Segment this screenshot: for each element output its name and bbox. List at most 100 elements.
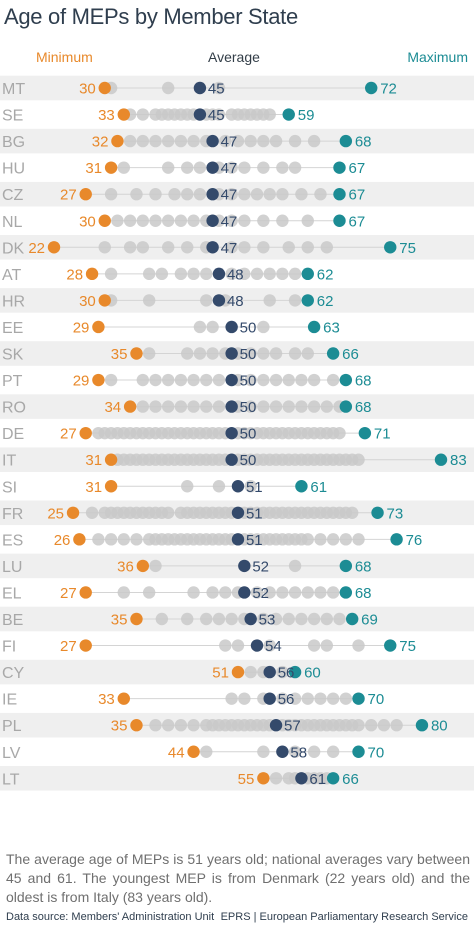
min-label: 27 <box>60 187 77 204</box>
member-dot <box>244 373 257 387</box>
max-dot <box>384 241 397 254</box>
chart-title: Age of MEPs by Member State <box>4 4 298 29</box>
member-dot <box>136 241 150 254</box>
country-label: SI <box>2 479 17 496</box>
member-dot <box>269 772 283 785</box>
member-dot <box>288 586 302 599</box>
member-dot <box>244 400 257 413</box>
country-label: LV <box>2 745 21 762</box>
row-band <box>0 766 474 791</box>
row-ie: IE 33 70 56 <box>2 691 384 709</box>
max-dot <box>358 426 372 440</box>
member-dot <box>142 267 156 281</box>
member-dot <box>276 188 289 201</box>
row-at: AT 28 62 48 <box>2 266 333 284</box>
member-dot <box>250 586 264 599</box>
max-dot <box>326 772 340 785</box>
max-dot <box>339 586 353 599</box>
member-dot <box>104 373 118 387</box>
member-dot <box>187 134 200 148</box>
min-label: 31 <box>85 160 102 177</box>
member-dot <box>225 214 238 227</box>
avg-label: 45 <box>208 107 225 124</box>
member-dot <box>212 612 226 626</box>
avg-label: 56 <box>278 665 295 682</box>
max-dot <box>365 81 378 95</box>
min-label: 29 <box>73 319 90 336</box>
member-dot <box>136 108 150 121</box>
avg-dot <box>269 719 283 732</box>
member-dot <box>326 533 340 546</box>
member-dot <box>257 745 270 758</box>
max-label: 69 <box>361 612 378 629</box>
member-dot <box>320 400 334 413</box>
row-hu: HU 31 67 47 <box>2 160 365 178</box>
max-dot <box>339 400 353 413</box>
min-label: 31 <box>85 479 102 496</box>
member-dot <box>257 214 270 227</box>
min-dot <box>79 426 92 440</box>
member-dot <box>193 188 207 201</box>
member-dot <box>193 320 207 334</box>
legend-maximum: Maximum <box>407 49 468 65</box>
min-dot <box>111 134 124 148</box>
member-dot <box>149 559 162 573</box>
member-dot <box>314 586 327 599</box>
member-dot <box>269 612 283 626</box>
member-dot <box>295 373 308 387</box>
country-label: LU <box>2 559 22 576</box>
member-dot <box>288 347 302 360</box>
member-dot <box>238 214 251 227</box>
member-dot <box>98 241 111 254</box>
row-pl: PL 35 80 57 <box>0 712 474 738</box>
max-dot <box>434 453 448 466</box>
member-dot <box>269 134 283 148</box>
row-el: EL 27 68 52 <box>2 585 372 603</box>
member-dot <box>345 506 359 519</box>
member-dot <box>250 267 264 281</box>
row-lu: LU 36 68 52 <box>0 553 474 579</box>
member-dot <box>326 586 340 599</box>
member-dot <box>288 745 302 758</box>
member-dot <box>263 586 276 599</box>
member-dot <box>206 347 219 360</box>
country-label: ES <box>2 532 23 549</box>
min-label: 22 <box>28 240 45 257</box>
max-dot <box>352 692 365 705</box>
member-dot <box>238 188 251 201</box>
country-label: HR <box>2 293 25 310</box>
min-label: 30 <box>79 213 96 230</box>
member-dot <box>326 692 340 705</box>
member-dot <box>307 612 321 626</box>
avg-dot <box>238 559 251 573</box>
avg-label: 51 <box>246 479 263 496</box>
max-dot <box>301 294 314 307</box>
member-dot <box>238 267 251 281</box>
member-dot <box>225 612 238 626</box>
min-label: 32 <box>92 134 109 151</box>
avg-label: 51 <box>246 532 263 549</box>
member-dot <box>282 373 295 387</box>
member-dot <box>219 134 232 148</box>
member-dot <box>130 533 143 546</box>
member-dot <box>142 294 156 307</box>
max-dot <box>339 559 353 573</box>
row-cz: CZ 27 67 47 <box>0 181 474 207</box>
member-dot <box>282 241 295 254</box>
max-label: 68 <box>355 134 372 151</box>
country-label: SK <box>2 347 24 364</box>
member-dot <box>130 188 143 201</box>
max-dot <box>307 320 321 334</box>
avg-dot <box>295 772 308 785</box>
max-label: 72 <box>380 81 397 98</box>
min-dot <box>187 745 200 758</box>
max-label: 60 <box>304 665 321 682</box>
member-dot <box>187 214 200 227</box>
member-dot <box>181 161 194 174</box>
min-label: 27 <box>60 638 77 655</box>
min-dot <box>92 373 105 387</box>
country-label: IT <box>2 453 16 470</box>
member-dot <box>136 400 150 413</box>
avg-label: 50 <box>240 319 257 336</box>
country-label: MT <box>2 81 25 98</box>
